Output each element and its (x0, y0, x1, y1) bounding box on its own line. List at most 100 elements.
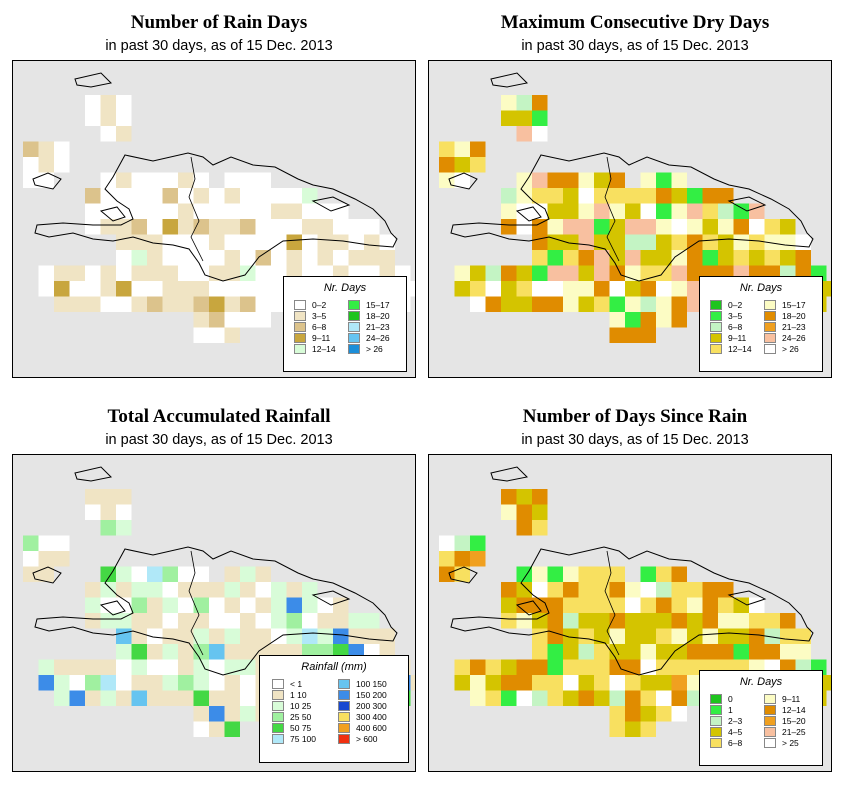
grid-cell (578, 250, 594, 266)
grid-cell (501, 675, 517, 691)
grid-cell (209, 296, 225, 312)
grid-cell (178, 296, 194, 312)
legend-swatch (348, 343, 360, 354)
grid-cell (594, 281, 610, 297)
grid-cell (609, 265, 625, 281)
grid-cell (578, 219, 594, 235)
grid-cell (702, 234, 718, 250)
grid-cell (38, 172, 54, 188)
grid-cell (594, 690, 610, 706)
grid-cell (131, 613, 147, 629)
legend: Nr. Days 0–2 3–5 6–8 9–11 12–14 15–17 18–20 21… (283, 276, 407, 372)
grid-cell (116, 613, 132, 629)
grid-cell (162, 566, 178, 582)
grid-cell (317, 203, 333, 219)
grid-cell (333, 203, 349, 219)
grid-cell (470, 296, 486, 312)
grid-cell (224, 582, 240, 598)
legend-label: 0–2 (728, 299, 743, 310)
grid-cell (501, 296, 517, 312)
grid-cell (656, 613, 672, 629)
grid-cell (640, 690, 656, 706)
legend-item: 2–3 (710, 715, 742, 726)
grid-cell (532, 203, 548, 219)
grid-cell (547, 613, 563, 629)
grid-cell (178, 597, 194, 613)
legend-label: 6–8 (312, 321, 327, 332)
grid-cell (224, 628, 240, 644)
grid-cell (532, 489, 548, 505)
island-coastline (448, 72, 814, 282)
grid-cell (85, 675, 101, 691)
grid-cell (85, 110, 101, 126)
legend-label: 21–25 (782, 726, 806, 737)
grid-cell (749, 203, 765, 219)
grid-cell (516, 659, 532, 675)
grid-cell (379, 250, 395, 266)
grid-cell (178, 250, 194, 266)
grid-cell (302, 250, 318, 266)
grid-cell (625, 250, 641, 266)
grid-cell (640, 327, 656, 343)
grid-cell (795, 628, 811, 644)
grid-cell (240, 281, 256, 297)
grid-cell (640, 566, 656, 582)
grid-cell (193, 281, 209, 297)
grid-cell (286, 597, 302, 613)
grid-cell (609, 281, 625, 297)
grid-cell (100, 203, 116, 219)
legend-title: Nr. Days (739, 676, 783, 688)
grid-cell (516, 188, 532, 204)
grid-cell (795, 250, 811, 266)
legend-item: 200 300 (338, 700, 387, 711)
grid-cell (162, 265, 178, 281)
grid-cell (578, 234, 594, 250)
legend-swatch (764, 737, 776, 748)
legend-swatch (764, 299, 776, 310)
grid-cell (687, 675, 703, 691)
grid-cell (439, 551, 455, 567)
grid-cell (532, 613, 548, 629)
grid-cell (594, 644, 610, 660)
grid-cell (240, 566, 256, 582)
map-frame: Nr. Days 0–2 3–5 6–8 9–11 12–14 15–17 18–20 21… (428, 60, 832, 378)
grid-cell (501, 489, 517, 505)
grid-cell (85, 597, 101, 613)
grid-cell (116, 188, 132, 204)
grid-cell (224, 690, 240, 706)
grid-cell (209, 706, 225, 722)
grid-cell (470, 551, 486, 567)
grid-cell (38, 659, 54, 675)
panel-title: Total Accumulated Rainfall (107, 406, 331, 427)
grid-cell (749, 613, 765, 629)
grid-cell (271, 582, 287, 598)
grid-cell (209, 203, 225, 219)
grid-cell (516, 690, 532, 706)
legend-label: 75 100 (290, 733, 316, 744)
country-border (604, 156, 620, 262)
grid-cell (625, 219, 641, 235)
grid-cell (594, 582, 610, 598)
grid-cell (764, 628, 780, 644)
grid-cell (625, 706, 641, 722)
legend: Nr. Days 0–2 3–5 6–8 9–11 12–14 15–17 18–20 21… (699, 276, 823, 372)
grid-cell (85, 281, 101, 297)
panel-total-rainfall: Total Accumulated Rainfall in past 30 da… (12, 394, 426, 790)
grid-cell (116, 203, 132, 219)
panel-rain-days: Number of Rain Days in past 30 days, as … (12, 0, 426, 396)
grid-cell (100, 582, 116, 598)
grid-cell (240, 613, 256, 629)
legend-item: 1 10 (272, 689, 316, 700)
grid-cell (671, 659, 687, 675)
legend-item: > 600 (338, 733, 387, 744)
grid-cell (547, 234, 563, 250)
grid-cell (116, 95, 132, 111)
grid-cell (209, 281, 225, 297)
grid-cell (364, 219, 380, 235)
legend-item: 12–14 (294, 343, 336, 354)
grid-cell (516, 613, 532, 629)
legend-item: 3–5 (294, 310, 336, 321)
grid-cell (85, 203, 101, 219)
grid-cell (764, 644, 780, 660)
